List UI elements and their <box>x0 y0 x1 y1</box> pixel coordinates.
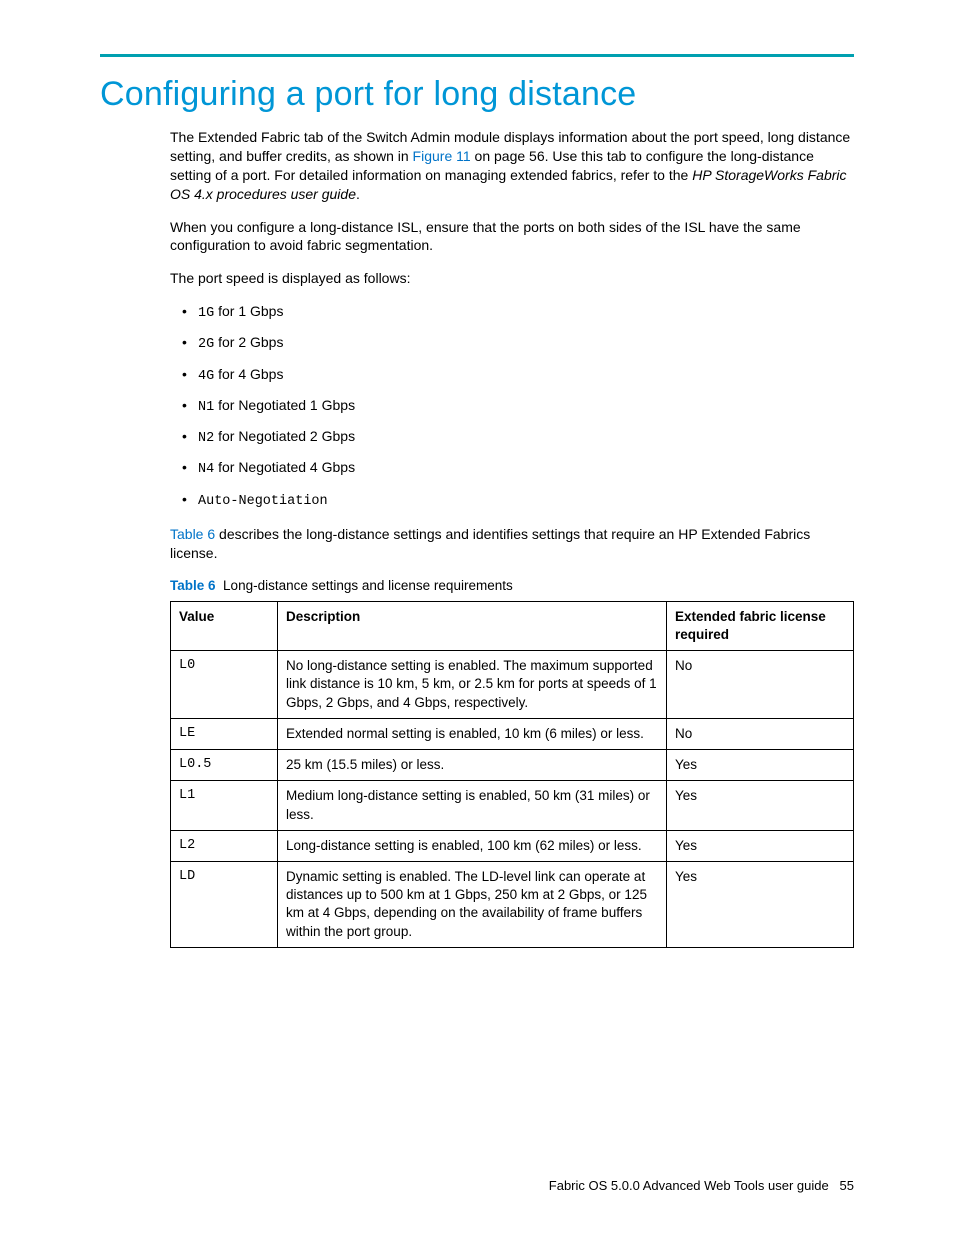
list-item: N2 for Negotiated 2 Gbps <box>170 427 854 448</box>
text: describes the long-distance settings and… <box>170 526 810 561</box>
cell-description: 25 km (15.5 miles) or less. <box>278 750 667 781</box>
list-item: 1G for 1 Gbps <box>170 302 854 323</box>
body-content: The Extended Fabric tab of the Switch Ad… <box>170 128 854 948</box>
speed-text: for Negotiated 4 Gbps <box>214 459 355 475</box>
cell-description: Dynamic setting is enabled. The LD-level… <box>278 861 667 947</box>
table-intro: Table 6 describes the long-distance sett… <box>170 525 854 563</box>
list-item: 2G for 2 Gbps <box>170 333 854 354</box>
page-title: Configuring a port for long distance <box>100 75 854 114</box>
cell-value: L0 <box>171 651 278 719</box>
list-item: 4G for 4 Gbps <box>170 365 854 386</box>
list-item: N4 for Negotiated 4 Gbps <box>170 458 854 479</box>
speed-text: for 4 Gbps <box>214 366 283 382</box>
page-number: 55 <box>840 1178 854 1193</box>
footer-text: Fabric OS 5.0.0 Advanced Web Tools user … <box>549 1178 829 1193</box>
table-label: Table 6 <box>170 578 216 593</box>
list-item: N1 for Negotiated 1 Gbps <box>170 396 854 417</box>
cell-license: Yes <box>667 750 854 781</box>
speed-code: 2G <box>198 337 214 352</box>
table-row: LE Extended normal setting is enabled, 1… <box>171 718 854 749</box>
top-rule <box>100 54 854 57</box>
speed-code: 4G <box>198 369 214 384</box>
table-header-row: Value Description Extended fabric licens… <box>171 601 854 650</box>
table-row: L1 Medium long-distance setting is enabl… <box>171 781 854 830</box>
table-row: L2 Long-distance setting is enabled, 100… <box>171 830 854 861</box>
page-footer: Fabric OS 5.0.0 Advanced Web Tools user … <box>549 1178 854 1193</box>
figure-link[interactable]: Figure 11 <box>413 148 471 164</box>
settings-table: Value Description Extended fabric licens… <box>170 601 854 948</box>
cell-description: Long-distance setting is enabled, 100 km… <box>278 830 667 861</box>
cell-license: Yes <box>667 861 854 947</box>
table-caption: Table 6 Long-distance settings and licen… <box>170 577 854 595</box>
cell-value: L0.5 <box>171 750 278 781</box>
cell-license: No <box>667 651 854 719</box>
table-caption-text: Long-distance settings and license requi… <box>223 578 513 593</box>
intro-paragraph-1: The Extended Fabric tab of the Switch Ad… <box>170 128 854 204</box>
cell-value: L2 <box>171 830 278 861</box>
col-header-description: Description <box>278 601 667 650</box>
cell-description: Medium long-distance setting is enabled,… <box>278 781 667 830</box>
speed-text: for Negotiated 1 Gbps <box>214 397 355 413</box>
speed-text: for Negotiated 2 Gbps <box>214 428 355 444</box>
text: . <box>356 186 360 202</box>
speed-text: for 2 Gbps <box>214 334 283 350</box>
page: Configuring a port for long distance The… <box>0 0 954 1235</box>
cell-value: LE <box>171 718 278 749</box>
table-link[interactable]: Table 6 <box>170 526 215 542</box>
speed-code: N2 <box>198 431 214 446</box>
cell-license: Yes <box>667 830 854 861</box>
cell-value: LD <box>171 861 278 947</box>
col-header-value: Value <box>171 601 278 650</box>
cell-description: No long-distance setting is enabled. The… <box>278 651 667 719</box>
list-item: Auto-Negotiation <box>170 490 854 511</box>
intro-paragraph-2: When you configure a long-distance ISL, … <box>170 218 854 256</box>
speed-text: for 1 Gbps <box>214 303 283 319</box>
cell-license: Yes <box>667 781 854 830</box>
cell-description: Extended normal setting is enabled, 10 k… <box>278 718 667 749</box>
table-row: L0.5 25 km (15.5 miles) or less. Yes <box>171 750 854 781</box>
col-header-license: Extended fabric license required <box>667 601 854 650</box>
cell-license: No <box>667 718 854 749</box>
intro-paragraph-3: The port speed is displayed as follows: <box>170 269 854 288</box>
speed-code: 1G <box>198 306 214 321</box>
table-row: L0 No long-distance setting is enabled. … <box>171 651 854 719</box>
table-row: LD Dynamic setting is enabled. The LD-le… <box>171 861 854 947</box>
cell-value: L1 <box>171 781 278 830</box>
speed-list: 1G for 1 Gbps 2G for 2 Gbps 4G for 4 Gbp… <box>170 302 854 511</box>
speed-code: N4 <box>198 462 214 477</box>
speed-code: N1 <box>198 400 214 415</box>
speed-code: Auto-Negotiation <box>198 494 328 509</box>
